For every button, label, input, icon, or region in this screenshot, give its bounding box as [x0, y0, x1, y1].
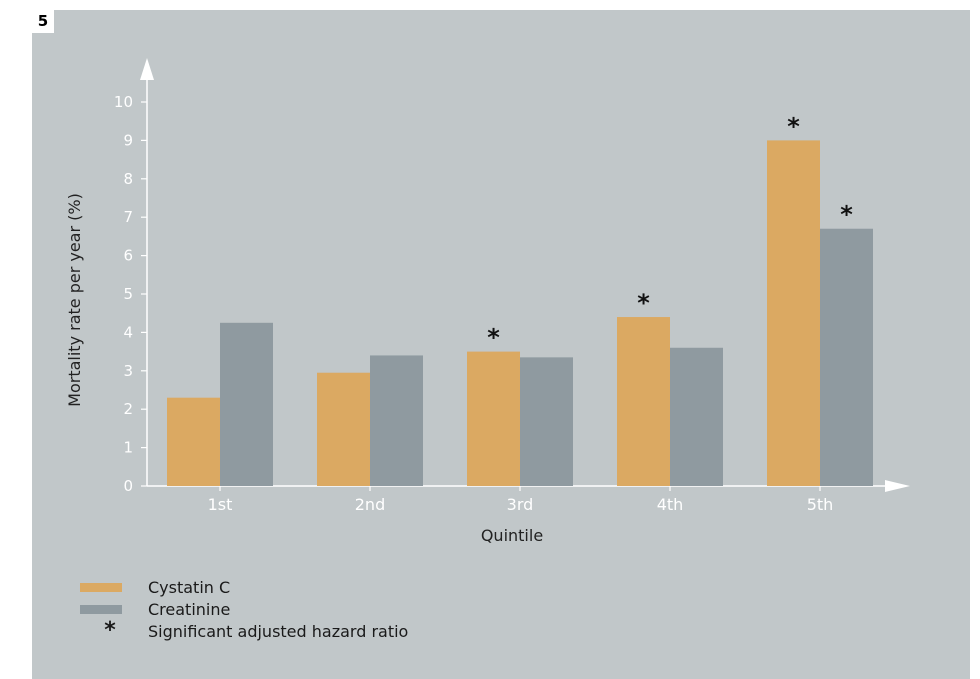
bar-cystatin-c-3rd — [467, 351, 520, 486]
legend-label-significance: Significant adjusted hazard ratio — [148, 621, 409, 641]
significance-asterisk-cystatin-c-3rd: * — [487, 324, 500, 352]
significance-asterisk-creatinine-5th: * — [840, 201, 853, 229]
legend-swatch-creatinine — [80, 604, 122, 614]
legend-swatch-cystatin-c — [80, 582, 122, 592]
bars — [167, 140, 873, 486]
bar-cystatin-c-5th — [767, 140, 820, 486]
y-tick-label-6: 6 — [123, 247, 133, 265]
x-tick-labels: 1st 2nd 3rd 4th 5th — [208, 486, 834, 514]
y-tick-label-1: 1 — [123, 439, 133, 457]
bar-creatinine-5th — [820, 228, 873, 486]
y-tick-label-4: 4 — [123, 323, 133, 341]
y-ticks: 0 1 2 3 4 5 6 7 8 9 10 — [114, 93, 147, 495]
bar-cystatin-c-1st — [167, 397, 220, 486]
bar-creatinine-3rd — [520, 357, 573, 486]
x-axis-arrow-icon — [885, 480, 910, 492]
y-tick-label-2: 2 — [123, 400, 133, 418]
y-axis-arrow-icon — [140, 58, 154, 80]
legend-item-cystatin-c: Cystatin C — [80, 576, 408, 598]
figure-number-badge: 5 — [32, 10, 54, 33]
bar-cystatin-c-2nd — [317, 372, 370, 486]
x-tick-label-1st: 1st — [208, 495, 233, 514]
y-tick-label-3: 3 — [123, 362, 133, 380]
significance-markers: * * * * — [487, 112, 853, 351]
y-tick-label-0: 0 — [123, 477, 133, 495]
y-axis-title: Mortality rate per year (%) — [65, 193, 84, 407]
x-axis-title: Quintile — [481, 526, 543, 545]
x-tick-label-5th: 5th — [807, 495, 834, 514]
legend-label-cystatin-c: Cystatin C — [148, 577, 231, 597]
y-tick-label-8: 8 — [123, 170, 133, 188]
legend-item-creatinine: Creatinine — [80, 598, 408, 620]
y-tick-label-9: 9 — [123, 131, 133, 149]
bar-cystatin-c-4th — [617, 317, 670, 486]
y-tick-label-5: 5 — [123, 285, 133, 303]
significance-asterisk-cystatin-c-5th: * — [787, 112, 800, 140]
legend-label-creatinine: Creatinine — [148, 599, 231, 619]
y-tick-label-10: 10 — [114, 93, 133, 111]
x-tick-label-4th: 4th — [657, 495, 684, 514]
bar-creatinine-1st — [220, 322, 273, 486]
significance-asterisk-cystatin-c-4th: * — [637, 289, 650, 317]
legend: Cystatin C Creatinine * Significant adju… — [80, 576, 408, 642]
x-tick-label-3rd: 3rd — [507, 495, 534, 514]
y-tick-label-7: 7 — [123, 208, 133, 226]
legend-asterisk-icon: * — [104, 618, 116, 643]
bar-creatinine-4th — [670, 347, 723, 486]
legend-item-significance: * Significant adjusted hazard ratio — [80, 620, 408, 642]
bar-creatinine-2nd — [370, 355, 423, 486]
x-tick-label-2nd: 2nd — [355, 495, 385, 514]
